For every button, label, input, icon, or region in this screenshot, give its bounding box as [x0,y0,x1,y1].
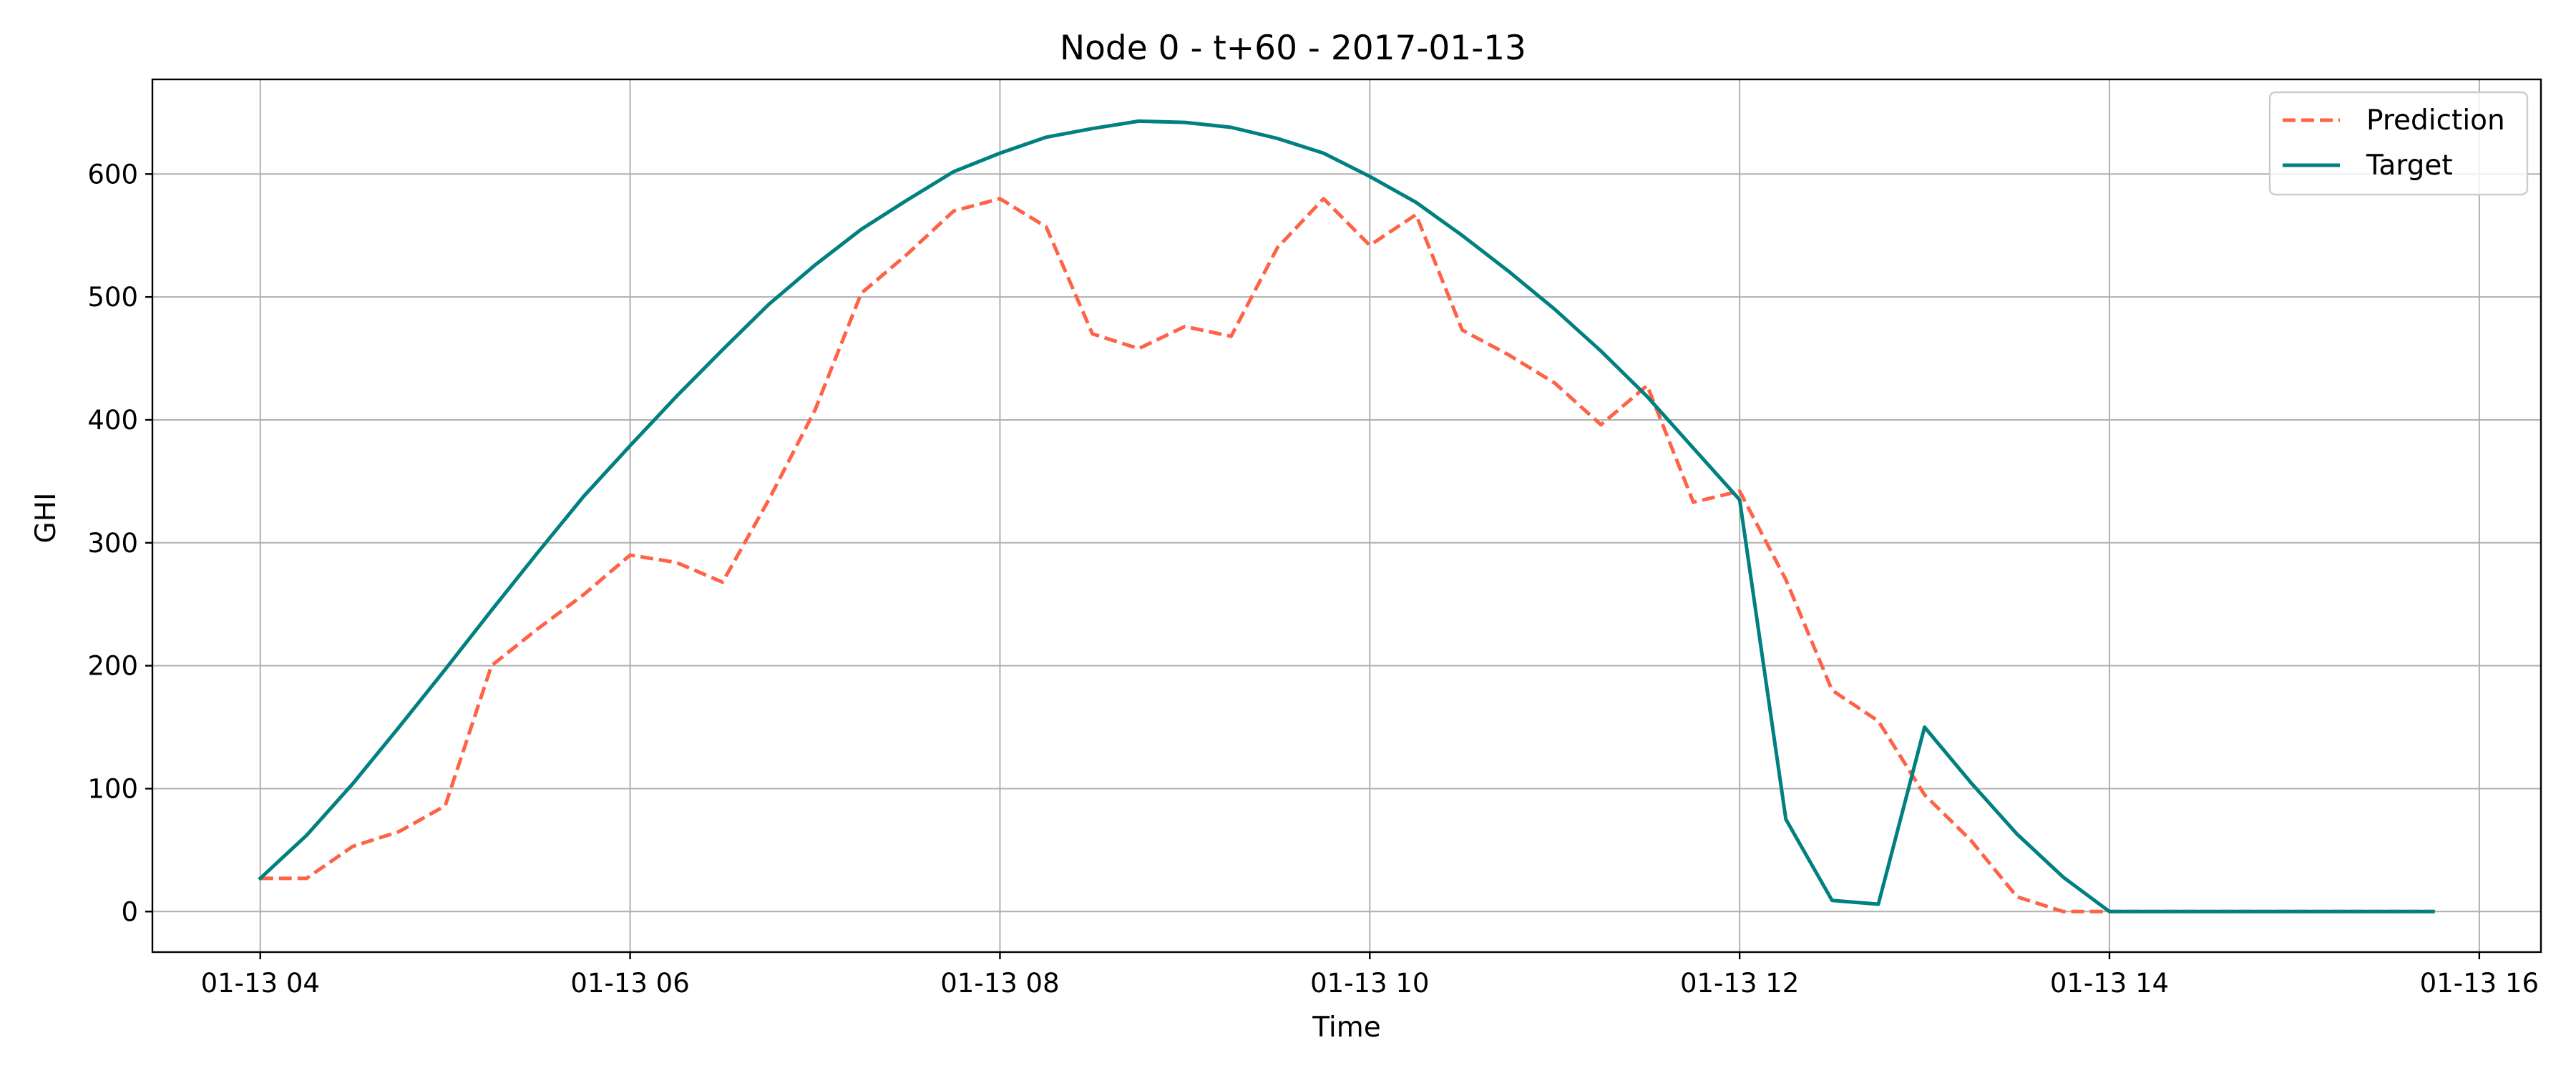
data-point-prediction [1832,690,1833,691]
data-point-target [1832,900,1833,901]
series-layer [258,119,2435,913]
y-tick-label: 300 [87,528,138,559]
data-point-prediction [1646,385,1647,386]
data-point-prediction [953,210,954,211]
data-point-target [1277,138,1278,139]
data-point-prediction [1878,721,1879,722]
data-point-prediction [584,594,585,595]
data-point-target [1878,904,1879,905]
axis-ticks: 0 100 200 300 400 500 600 01-13 04 01-13 06 01-13… [87,159,2539,999]
data-point-target [306,835,307,836]
data-point-prediction [1323,198,1324,199]
chart-title: Node 0 - t+60 - 2017-01-13 [1060,29,1526,68]
data-point-target [1323,153,1324,154]
data-point-target [1785,819,1786,820]
plot-area [151,78,2542,954]
legend: Prediction Target [2268,91,2529,196]
x-tick-label: 01-13 04 [201,968,320,999]
data-point-target [1092,128,1093,129]
data-point-prediction [1508,354,1509,355]
x-axis-label: Time [1312,1011,1380,1044]
y-tick-label: 100 [87,773,138,804]
y-tick-label: 200 [87,651,138,682]
data-point-target [445,669,446,670]
data-point-target [1184,122,1185,123]
data-point-prediction [815,410,816,411]
data-point-prediction [1785,579,1786,580]
data-point-target [2386,911,2387,912]
legend-box [2268,91,2529,196]
grid [152,79,2541,952]
data-point-target [1138,121,1139,122]
data-point-prediction [907,254,908,255]
y-axis-label: GHI [30,492,62,543]
data-point-prediction [491,665,492,666]
data-point-prediction [676,562,677,563]
y-tick-label: 500 [87,282,138,313]
x-tick-label: 01-13 06 [570,968,689,999]
legend-label-target: Target [2366,150,2453,182]
data-point-target [2294,911,2295,912]
data-point-prediction [2016,896,2017,897]
y-tick-label: 600 [87,159,138,190]
data-point-target [1462,235,1463,236]
data-point-prediction [2063,911,2064,912]
y-tick-label: 400 [87,405,138,436]
y-tick-label: 0 [121,896,138,927]
data-point-target [2433,911,2434,912]
data-point-target [861,229,862,230]
legend-label-prediction: Prediction [2366,104,2505,137]
series-line-target [258,119,2435,913]
data-point-target [2109,911,2110,912]
data-point-target [676,396,677,397]
data-point-target [953,171,954,172]
data-point-target [537,552,538,553]
data-point-target [2063,877,2064,878]
data-point-prediction [1693,502,1694,503]
data-point-prediction [1138,348,1139,349]
x-tick-label: 01-13 10 [1310,968,1429,999]
data-point-target [1554,309,1555,310]
data-point-prediction [1092,333,1093,334]
data-point-target [1646,396,1647,397]
data-point-target [2016,834,2017,835]
data-point-target [1508,271,1509,272]
data-point-target [491,610,492,611]
data-point-target [722,350,723,351]
data-point-target [2155,911,2156,912]
data-point-prediction [1184,326,1185,327]
x-tick-label: 01-13 16 [2420,968,2539,999]
data-point-target [1693,448,1694,449]
x-tick-label: 01-13 12 [1680,968,1799,999]
data-point-prediction [445,805,446,806]
data-point-prediction [861,293,862,294]
x-tick-label: 01-13 08 [940,968,1059,999]
x-tick-label: 01-13 14 [2050,968,2169,999]
